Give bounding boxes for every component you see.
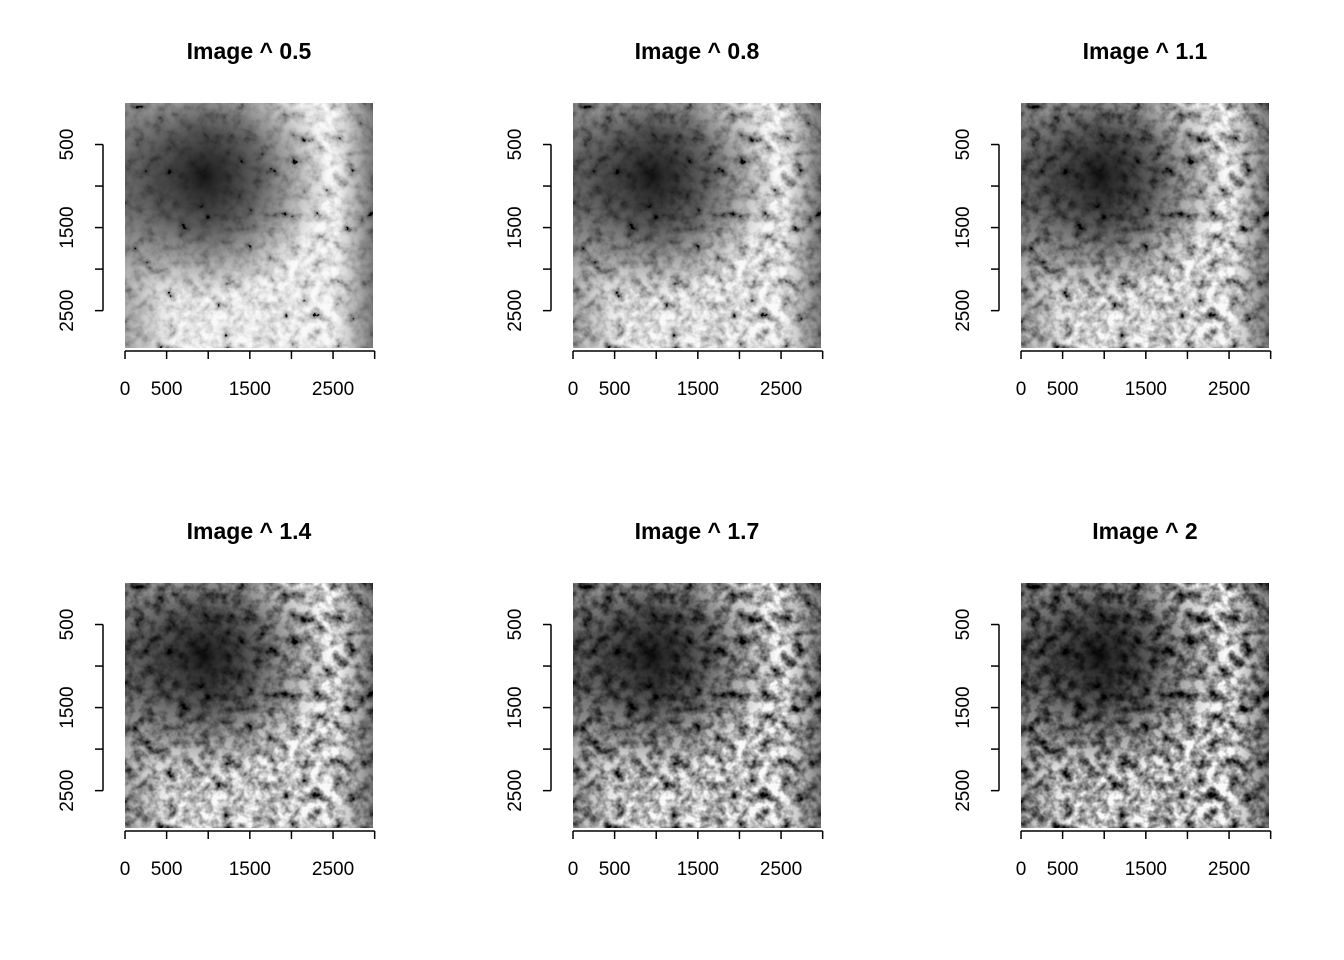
x-tick-label: 0 — [1016, 379, 1027, 400]
y-tick-label: 500 — [953, 129, 974, 161]
x-tick-label: 2500 — [1208, 859, 1250, 880]
y-tick-label: 1500 — [953, 686, 974, 728]
y-tick-label: 1500 — [505, 686, 526, 728]
panel-title: Image ^ 1.7 — [635, 518, 760, 544]
y-tick-label: 2500 — [57, 289, 78, 331]
x-tick-label: 1500 — [677, 379, 719, 400]
panel: Image ^ 2 0 500 1500 2500 500 1500 2500 — [953, 518, 1272, 880]
x-tick-label: 1500 — [1125, 859, 1167, 880]
x-tick-label: 2500 — [312, 859, 354, 880]
x-tick-label: 2500 — [760, 379, 802, 400]
panel-title: Image ^ 1.4 — [187, 518, 312, 544]
x-tick-label: 500 — [1047, 379, 1079, 400]
x-tick-label: 0 — [568, 859, 579, 880]
x-tick-label: 500 — [1047, 859, 1079, 880]
image-edge — [1021, 103, 1269, 348]
x-tick-label: 1500 — [677, 859, 719, 880]
panel-title: Image ^ 0.8 — [635, 38, 760, 64]
panel: Image ^ 1.7 0 500 1500 2500 500 1500 2500 — [505, 518, 824, 880]
image-edge — [125, 583, 373, 828]
y-tick-label: 500 — [57, 609, 78, 641]
y-tick-label: 2500 — [57, 769, 78, 811]
y-tick-label: 2500 — [953, 769, 974, 811]
y-tick-label: 500 — [57, 129, 78, 161]
panel: Image ^ 0.8 0 500 1500 2500 500 1500 2500 — [505, 38, 824, 400]
y-tick-label: 2500 — [505, 769, 526, 811]
image-edge — [125, 103, 373, 348]
y-tick-label: 2500 — [505, 289, 526, 331]
y-tick-label: 1500 — [57, 206, 78, 248]
x-tick-label: 1500 — [1125, 379, 1167, 400]
panel: Image ^ 1.4 0 500 1500 2500 500 1500 2500 — [57, 518, 376, 880]
panel: Image ^ 1.1 0 500 1500 2500 500 1500 2500 — [953, 38, 1272, 400]
panel-title: Image ^ 0.5 — [187, 38, 312, 64]
y-tick-label: 2500 — [953, 289, 974, 331]
y-tick-label: 500 — [953, 609, 974, 641]
x-tick-label: 0 — [568, 379, 579, 400]
x-tick-label: 2500 — [1208, 379, 1250, 400]
x-tick-label: 2500 — [760, 859, 802, 880]
x-tick-label: 500 — [599, 379, 631, 400]
x-tick-label: 0 — [120, 859, 131, 880]
x-tick-label: 500 — [151, 379, 183, 400]
x-tick-label: 500 — [599, 859, 631, 880]
x-tick-label: 0 — [120, 379, 131, 400]
panel-title: Image ^ 2 — [1092, 518, 1197, 544]
image-edge — [573, 103, 821, 348]
x-tick-label: 500 — [151, 859, 183, 880]
y-tick-label: 1500 — [57, 686, 78, 728]
image-edge — [1021, 583, 1269, 828]
panel-title: Image ^ 1.1 — [1083, 38, 1208, 64]
image-edge — [573, 583, 821, 828]
y-tick-label: 1500 — [953, 206, 974, 248]
y-tick-label: 500 — [505, 609, 526, 641]
panel: Image ^ 0.5 0 500 1500 2500 500 1500 2500 — [57, 38, 376, 400]
x-tick-label: 1500 — [229, 859, 271, 880]
y-tick-label: 500 — [505, 129, 526, 161]
x-tick-label: 2500 — [312, 379, 354, 400]
x-tick-label: 1500 — [229, 379, 271, 400]
y-tick-label: 1500 — [505, 206, 526, 248]
x-tick-label: 0 — [1016, 859, 1027, 880]
